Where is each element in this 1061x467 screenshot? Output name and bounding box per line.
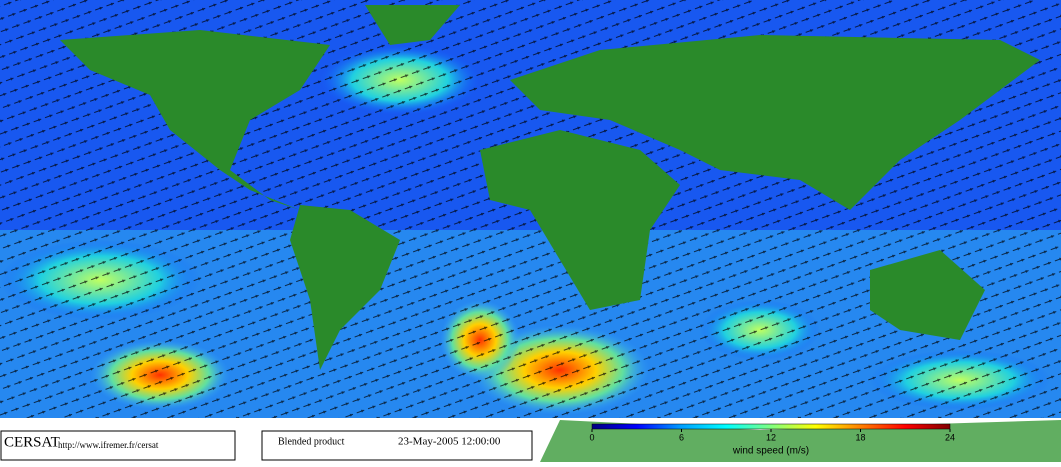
antarctica xyxy=(540,420,1061,462)
colorbar-tick-label: 6 xyxy=(679,432,684,442)
colorbar-tick-label: 18 xyxy=(855,432,865,442)
eurasia xyxy=(510,35,1040,210)
url: http://www.ifremer.fr/cersat xyxy=(58,440,159,450)
colorbar-label: wind speed (m/s) xyxy=(732,446,809,457)
product-box xyxy=(261,430,533,461)
south-america xyxy=(290,205,400,370)
logo-box xyxy=(0,430,236,461)
africa xyxy=(480,130,680,310)
date: 23-May-2005 12:00:00 xyxy=(398,436,501,448)
north-america xyxy=(60,30,330,210)
colorbar-tick-label: 0 xyxy=(589,432,594,442)
colorbar-tick-label: 12 xyxy=(766,432,776,442)
colorbar-tick-label: 24 xyxy=(945,432,955,442)
australia xyxy=(870,250,985,340)
colorbar xyxy=(591,423,951,430)
continents xyxy=(60,5,1040,370)
logo: CERSAT xyxy=(4,434,60,450)
product: Blended product xyxy=(278,436,345,447)
greenland xyxy=(365,5,460,45)
